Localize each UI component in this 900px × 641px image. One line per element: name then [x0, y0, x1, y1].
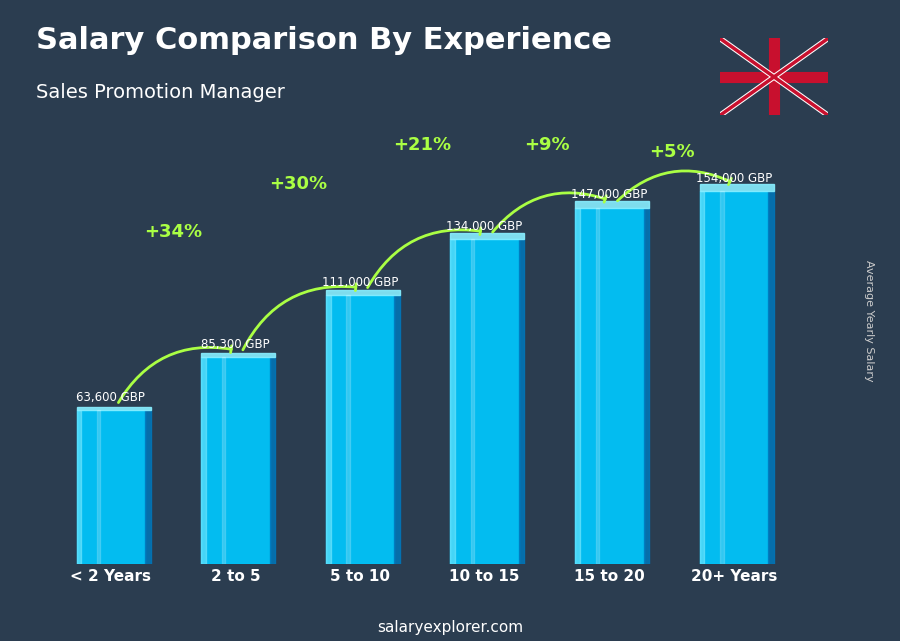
Text: 111,000 GBP: 111,000 GBP	[322, 276, 398, 289]
Bar	[450, 239, 519, 564]
Text: +9%: +9%	[524, 136, 570, 154]
Text: 85,300 GBP: 85,300 GBP	[201, 338, 270, 351]
Bar	[720, 190, 724, 564]
Bar	[768, 190, 774, 564]
Bar	[346, 295, 350, 564]
Text: 147,000 GBP: 147,000 GBP	[571, 188, 647, 201]
Bar	[394, 295, 400, 564]
Text: 134,000 GBP: 134,000 GBP	[446, 220, 523, 233]
Text: 154,000 GBP: 154,000 GBP	[696, 172, 772, 185]
Bar	[644, 208, 649, 564]
Bar	[450, 239, 455, 564]
Bar	[450, 233, 525, 239]
Bar	[699, 190, 768, 564]
Bar	[699, 190, 705, 564]
Bar	[519, 239, 525, 564]
Bar	[326, 290, 400, 295]
Text: Sales Promotion Manager: Sales Promotion Manager	[36, 83, 285, 103]
Bar	[596, 208, 599, 564]
Bar	[76, 407, 150, 410]
Bar	[145, 410, 150, 564]
Bar	[76, 410, 81, 564]
Text: +5%: +5%	[649, 144, 695, 162]
Bar	[270, 357, 275, 564]
Text: +34%: +34%	[144, 223, 202, 241]
Bar	[76, 410, 145, 564]
Bar	[326, 295, 394, 564]
Bar	[699, 184, 774, 190]
Text: Salary Comparison By Experience: Salary Comparison By Experience	[36, 26, 612, 54]
Bar	[201, 357, 270, 564]
Text: 63,600 GBP: 63,600 GBP	[76, 391, 145, 404]
Bar	[97, 410, 101, 564]
Bar	[575, 201, 649, 208]
Bar	[326, 295, 330, 564]
Text: Average Yearly Salary: Average Yearly Salary	[863, 260, 874, 381]
Text: salaryexplorer.com: salaryexplorer.com	[377, 620, 523, 635]
Text: +30%: +30%	[268, 175, 327, 193]
Bar	[201, 353, 275, 357]
Bar	[201, 357, 206, 564]
Bar	[575, 208, 580, 564]
Bar	[471, 239, 474, 564]
Bar	[575, 208, 644, 564]
Text: +21%: +21%	[393, 136, 452, 154]
Bar	[221, 357, 225, 564]
